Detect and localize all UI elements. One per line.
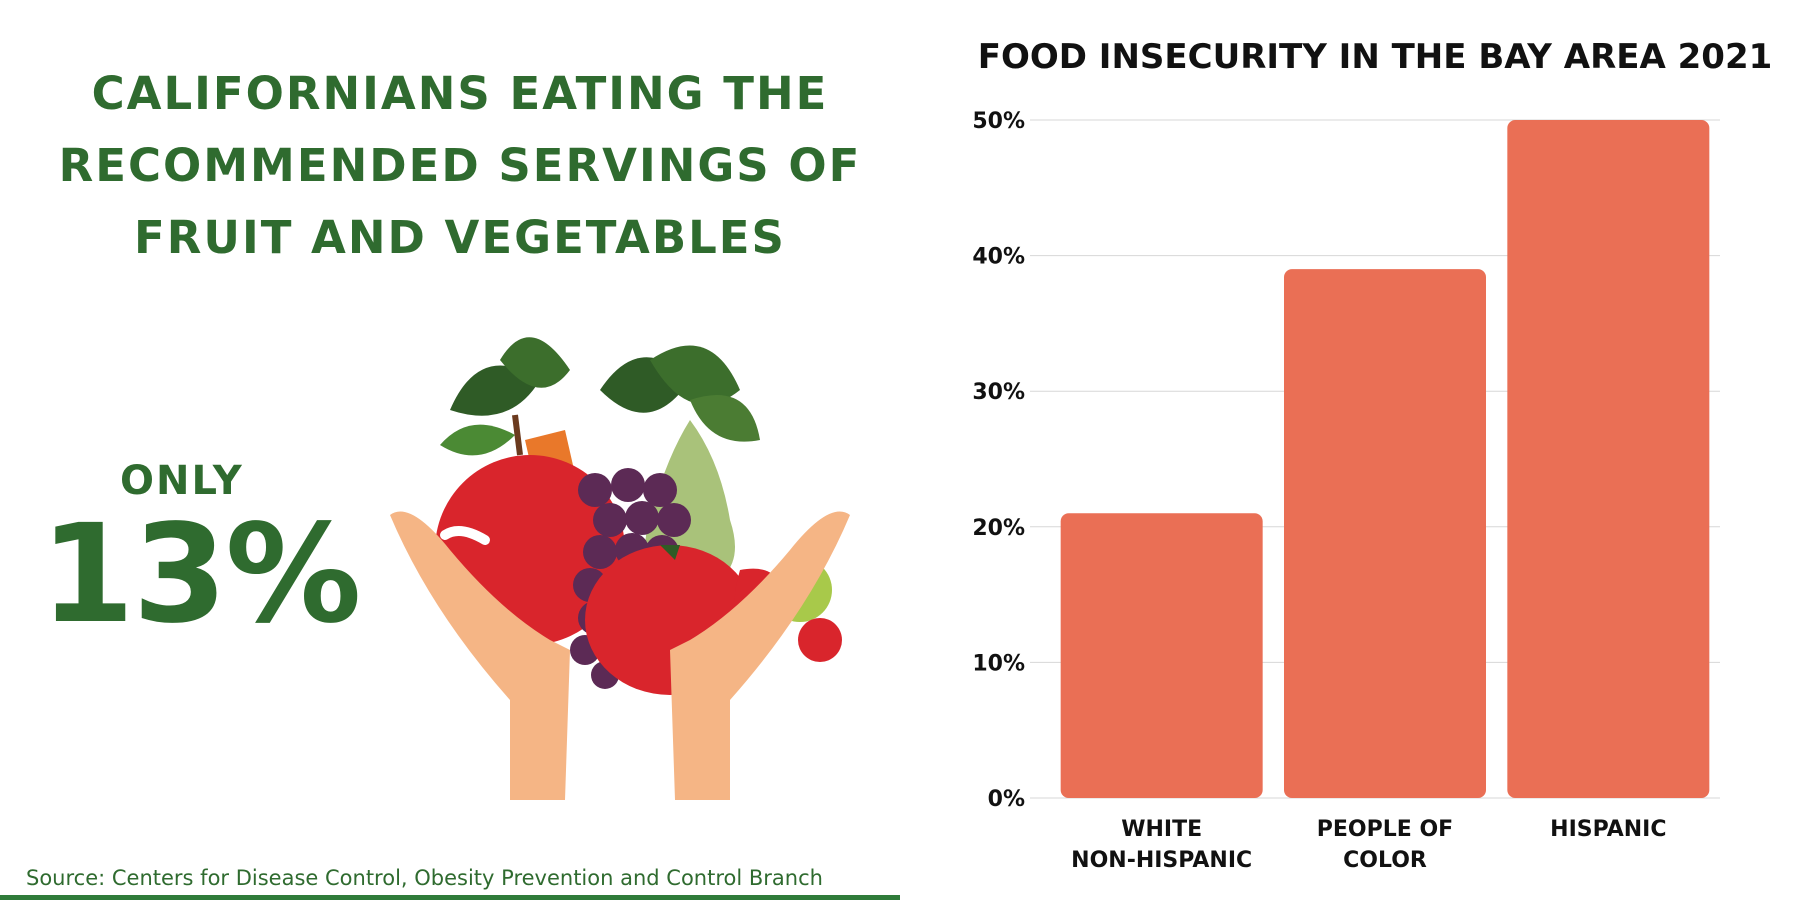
- left-title-line-2: RECOMMENDED SERVINGS OF: [58, 139, 862, 192]
- x-category-label: HISPANIC: [1550, 817, 1666, 842]
- chart-title: FOOD INSECURITY IN THE BAY AREA 2021: [978, 37, 1773, 77]
- bottom-divider: [0, 895, 900, 900]
- x-category-label: COLOR: [1343, 848, 1427, 873]
- y-tick-label: 20%: [972, 516, 1025, 541]
- x-category-label: PEOPLE OF: [1317, 817, 1453, 842]
- y-tick-label: 0%: [988, 787, 1025, 812]
- x-category-label: WHITE: [1121, 817, 1202, 842]
- bar: [1284, 269, 1486, 798]
- left-title-line-1: CALIFORNIANS EATING THE: [91, 67, 829, 120]
- left-title-line-3: FRUIT AND VEGETABLES: [134, 211, 786, 264]
- x-category-label: NON-HISPANIC: [1071, 848, 1252, 873]
- source-note: Source: Centers for Disease Control, Obe…: [26, 866, 823, 890]
- only-label: ONLY: [120, 458, 244, 504]
- y-tick-label: 50%: [972, 109, 1025, 134]
- bar: [1060, 513, 1263, 798]
- y-tick-label: 40%: [972, 245, 1025, 270]
- stat-percentage: 13%: [40, 496, 362, 654]
- bar: [1507, 120, 1710, 798]
- left-title: CALIFORNIANS EATING THE RECOMMENDED SERV…: [40, 58, 880, 274]
- bar-chart: FOOD INSECURITY IN THE BAY AREA 2021 0% 10…: [972, 37, 1773, 873]
- hands-holding-fruit-and-vegetables-icon: [390, 320, 890, 824]
- y-tick-label: 10%: [972, 651, 1025, 676]
- y-tick-label: 30%: [972, 380, 1025, 405]
